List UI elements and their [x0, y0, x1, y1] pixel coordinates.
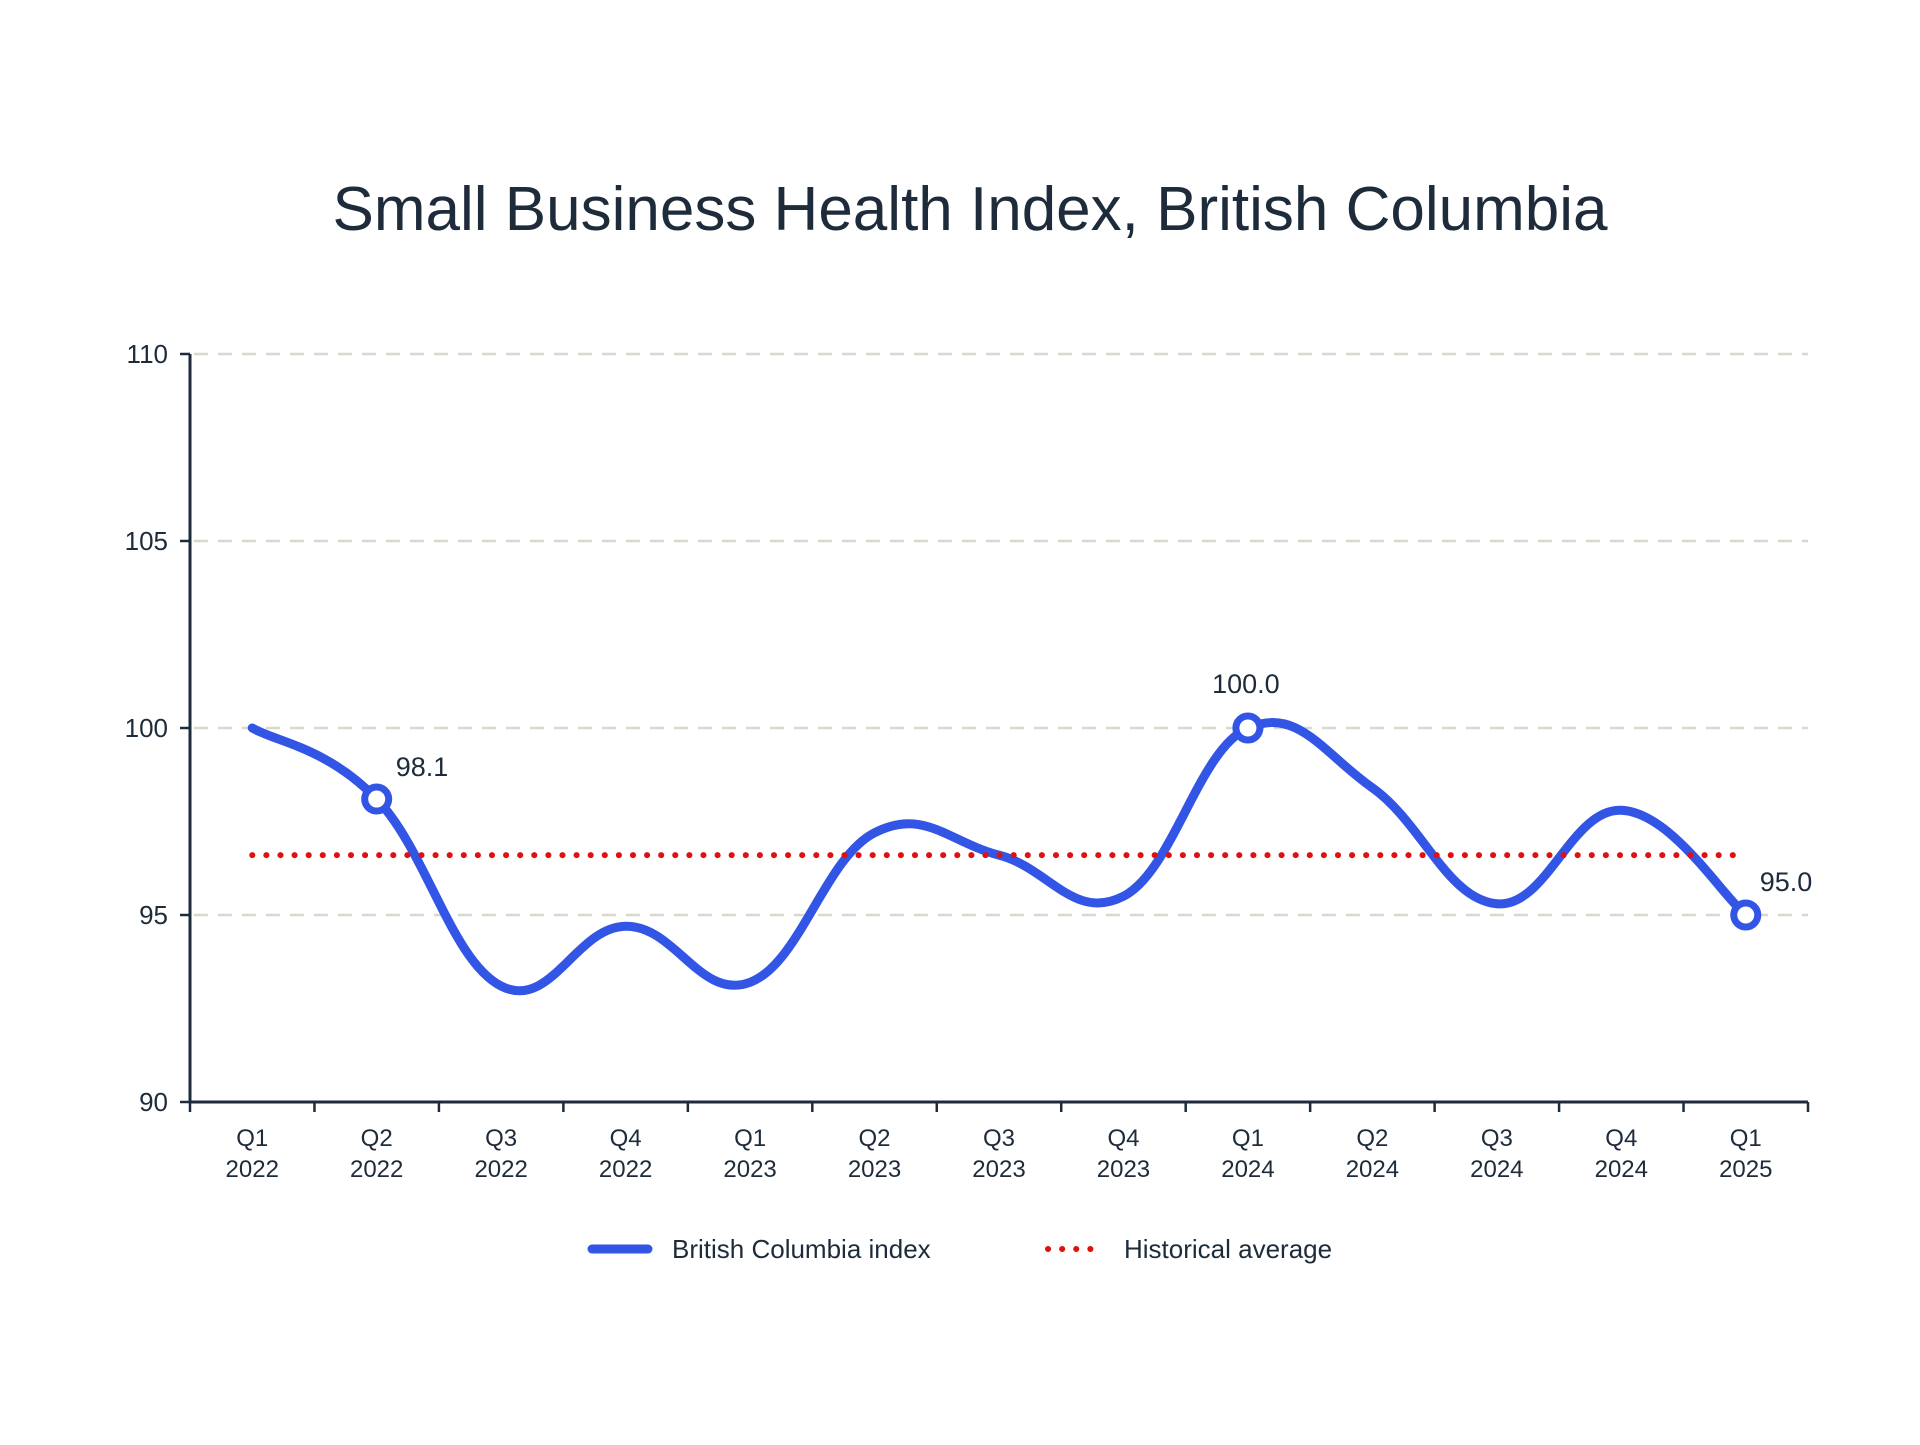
x-tick-label: Q3 2023	[972, 1125, 1025, 1183]
legend-label: Historical average	[1124, 1234, 1332, 1264]
x-tick-label: Q3 2022	[474, 1125, 527, 1183]
series-lines	[247, 718, 1751, 996]
data-markers	[361, 712, 1762, 931]
y-tick-label: 105	[125, 526, 168, 556]
x-tick-label: Q3 2024	[1470, 1125, 1523, 1183]
y-tick-label: 110	[127, 339, 168, 369]
legend-item: Historical average	[1045, 1234, 1332, 1264]
x-tick-label: Q2 2024	[1346, 1125, 1399, 1183]
data-point-marker	[1232, 712, 1264, 744]
x-tick-label: Q1 2024	[1221, 1125, 1274, 1183]
axes: 90 95 100 105 110 Q1 2022 Q2 2022 Q3 2022 Q4 2022 Q1 2…	[125, 339, 1810, 1183]
x-tick-label: Q2 2022	[350, 1125, 403, 1183]
y-tick-label: 90	[139, 1087, 168, 1117]
legend: British Columbia index Historical average	[587, 1234, 1332, 1264]
x-tick-label: Q2 2023	[848, 1125, 901, 1183]
data-label: 100.0	[1212, 669, 1280, 699]
y-tick-label: 100	[125, 713, 168, 743]
data-point-marker	[361, 783, 393, 815]
x-tick-label: Q1 2025	[1719, 1125, 1772, 1183]
x-tick-label: Q1 2023	[723, 1125, 776, 1183]
data-label: 98.1	[396, 752, 449, 782]
x-tick-label: Q4 2024	[1595, 1125, 1648, 1183]
data-point-marker	[1730, 899, 1762, 931]
data-label: 95.0	[1760, 867, 1813, 897]
y-tick-label: 95	[139, 900, 168, 930]
x-tick-label: Q1 2022	[226, 1125, 279, 1183]
chart-title: Small Business Health Index, British Col…	[333, 175, 1609, 244]
legend-label: British Columbia index	[672, 1234, 931, 1264]
data-labels: 98.1 100.0 95.0	[396, 669, 1813, 897]
grid-lines	[194, 352, 1808, 917]
x-tick-label: Q4 2022	[599, 1125, 652, 1183]
legend-item: British Columbia index	[587, 1234, 931, 1264]
x-tick-label: Q4 2023	[1097, 1125, 1150, 1183]
